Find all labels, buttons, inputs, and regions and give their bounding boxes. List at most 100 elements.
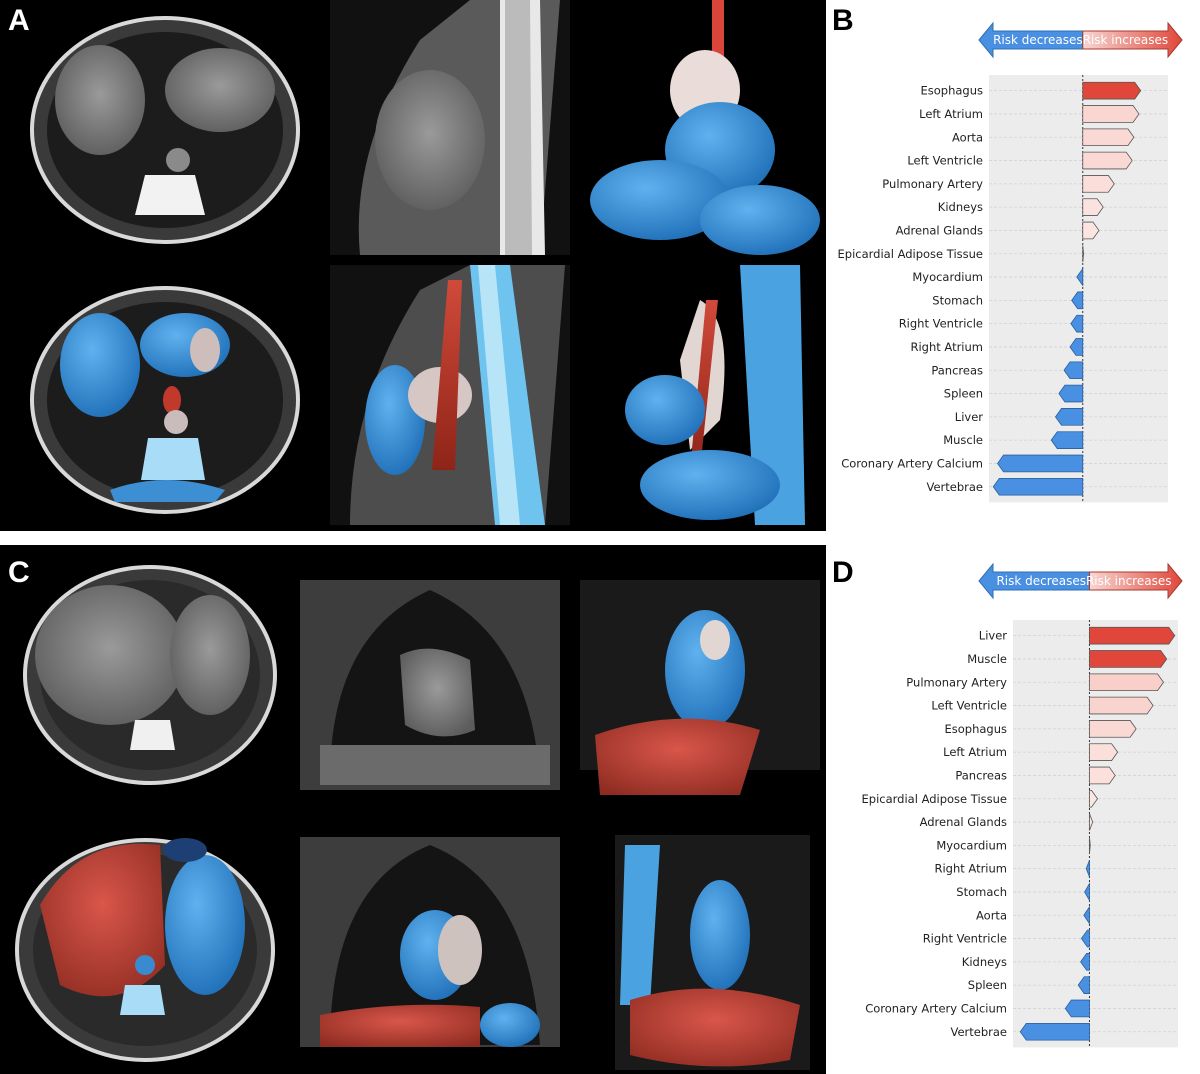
bar-right-ventricle <box>1080 929 1090 948</box>
category-label: Right Atrium <box>934 862 1007 876</box>
panel-a-ct-illustration <box>30 0 825 525</box>
category-label: Aorta <box>952 130 983 144</box>
category-label: Liver <box>979 629 1007 643</box>
bar-pancreas <box>1063 361 1084 380</box>
category-label: Pulmonary Artery <box>906 675 1007 689</box>
rendering-3d-top <box>580 580 820 795</box>
category-label: Myocardium <box>936 838 1007 852</box>
sagittal-ct-slice-top <box>330 0 570 255</box>
category-label: Pancreas <box>955 768 1007 782</box>
category-label: Stomach <box>932 293 983 307</box>
category-label: Coronary Artery Calcium <box>865 1001 1007 1015</box>
category-label: Right Ventricle <box>923 932 1007 946</box>
category-label: Vertebrae <box>950 1025 1007 1039</box>
category-label: Spleen <box>968 978 1007 992</box>
plot-background <box>989 75 1168 503</box>
bar-adrenal-glands <box>1089 813 1094 831</box>
category-label: Stomach <box>956 885 1007 899</box>
category-label: Pulmonary Artery <box>882 177 983 191</box>
category-label: Left Atrium <box>943 745 1007 759</box>
rendering-3d-top <box>585 0 825 255</box>
category-label: Pancreas <box>931 363 983 377</box>
panel-c-ct-illustration <box>15 565 820 1070</box>
coronal-ct-slice-top <box>300 580 560 790</box>
axial-ct-slice-top <box>23 565 277 785</box>
bar-coronary-artery-calcium <box>997 454 1084 473</box>
bar-pulmonary-artery <box>1089 673 1165 692</box>
risk-legend-arrows: Risk decreases Risk increases <box>978 562 1183 600</box>
chart-d-risk-bars: Risk decreases Risk increases Liver Muscle P… <box>862 562 1183 1048</box>
coronal-ct-slice-segmented <box>300 837 560 1047</box>
bar-coronary-artery-calcium <box>1064 999 1090 1018</box>
bar-pulmonary-artery <box>1082 175 1115 193</box>
panel-a-ct-images <box>0 0 826 531</box>
category-label: Epicardial Adipose Tissue <box>838 247 983 261</box>
category-label: Right Atrium <box>910 340 983 354</box>
bar-left-atrium <box>1089 743 1119 761</box>
bar-muscle <box>1089 650 1168 668</box>
category-label: Epicardial Adipose Tissue <box>862 792 1007 806</box>
plot-background <box>1013 620 1178 1048</box>
risk-legend-arrows: Risk decreases Risk increases <box>978 21 1183 59</box>
sagittal-ct-slice-segmented <box>330 265 570 525</box>
bar-right-atrium <box>1085 860 1090 878</box>
risk-increases-label: Risk increases <box>1086 574 1172 588</box>
bar-epicardial-adipose-tissue <box>1082 245 1085 263</box>
bar-vertebrae <box>1019 1022 1090 1041</box>
bar-adrenal-glands <box>1082 221 1100 240</box>
bar-liver <box>1089 626 1176 645</box>
panel-d-letter: D <box>832 556 854 589</box>
bar-spleen <box>1058 384 1084 403</box>
category-label: Right Ventricle <box>899 317 983 331</box>
panel-c-letter: C <box>8 556 30 589</box>
bar-liver <box>1054 408 1084 426</box>
category-label: Aorta <box>976 908 1007 922</box>
category-label: Kidneys <box>938 200 983 214</box>
bar-pancreas <box>1089 766 1116 785</box>
bar-esophagus <box>1089 720 1137 738</box>
category-label: Muscle <box>967 652 1007 666</box>
axial-ct-slice-top <box>30 16 300 244</box>
category-label: Adrenal Glands <box>896 223 983 237</box>
category-label: Left Ventricle <box>907 154 983 168</box>
panel-a-letter: A <box>8 4 30 37</box>
bar-spleen <box>1077 976 1090 994</box>
bar-left-atrium <box>1082 105 1140 123</box>
category-label: Esophagus <box>920 84 983 98</box>
bar-esophagus <box>1082 81 1142 100</box>
bar-kidneys <box>1082 198 1104 216</box>
bar-vertebrae <box>992 477 1084 496</box>
risk-decreases-label: Risk decreases <box>996 574 1086 588</box>
category-label: Coronary Artery Calcium <box>841 456 983 470</box>
bar-stomach <box>1084 882 1090 902</box>
rendering-3d-bottom <box>615 835 810 1070</box>
bar-left-ventricle <box>1082 151 1133 170</box>
category-label: Myocardium <box>912 270 983 284</box>
rendering-3d-bottom <box>580 265 825 525</box>
risk-decreases-label: Risk decreases <box>993 33 1083 47</box>
bar-epicardial-adipose-tissue <box>1089 789 1099 808</box>
chart-b-risk-bars: Risk decreases Risk increases Esophagus Lef… <box>838 21 1183 503</box>
risk-increases-arrow <box>1088 562 1183 600</box>
risk-increases-arrow <box>1082 21 1183 59</box>
category-label: Esophagus <box>944 722 1007 736</box>
bar-right-ventricle <box>1070 314 1084 333</box>
category-label: Adrenal Glands <box>920 815 1007 829</box>
panel-c-ct-images <box>0 545 826 1074</box>
axial-ct-slice-segmented <box>15 838 275 1062</box>
bar-aorta <box>1083 905 1090 925</box>
risk-increases-label: Risk increases <box>1083 33 1169 47</box>
panel-b-letter: B <box>832 4 854 37</box>
bar-muscle <box>1050 431 1084 449</box>
bar-myocardium <box>1076 267 1084 287</box>
bar-right-atrium <box>1069 338 1084 356</box>
category-label: Liver <box>955 410 983 424</box>
bar-myocardium <box>1089 836 1091 854</box>
category-label: Muscle <box>943 433 983 447</box>
axial-ct-slice-segmented <box>30 286 300 514</box>
category-label: Vertebrae <box>926 480 983 494</box>
category-label: Left Atrium <box>919 107 983 121</box>
bar-kidneys <box>1080 953 1090 971</box>
bar-aorta <box>1082 128 1135 147</box>
category-label: Spleen <box>944 387 983 401</box>
